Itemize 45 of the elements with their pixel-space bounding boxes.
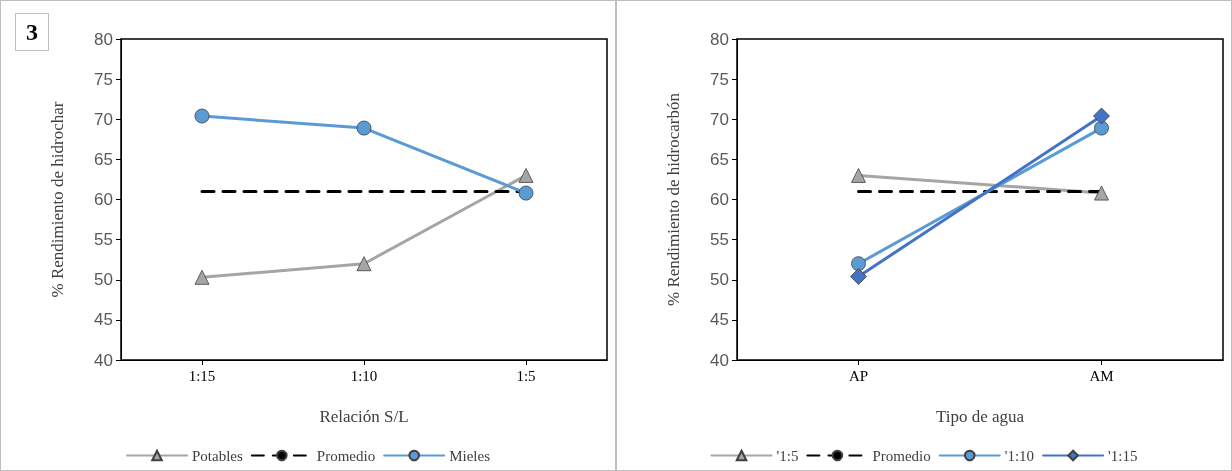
point	[1093, 107, 1110, 125]
legend-label: Mieles	[449, 447, 491, 464]
legend-label: '1:15	[1108, 447, 1138, 464]
legend-label: '1:5	[776, 447, 799, 464]
x-tick-label: AM	[1089, 367, 1114, 384]
point	[194, 269, 210, 285]
y-axis-title: % Rendimiento de hidrochar	[48, 101, 67, 298]
y-tick-label: 75	[710, 69, 729, 89]
point	[851, 256, 866, 272]
y-tick-label: 45	[94, 310, 113, 330]
x-tick-label: 1:15	[188, 367, 216, 384]
text: 3	[26, 19, 38, 45]
y-tick-label: 60	[710, 190, 729, 209]
y-tick-label: 80	[94, 29, 113, 49]
y-tick-label: 55	[94, 230, 113, 250]
legend-label: Potables	[192, 447, 243, 464]
point	[194, 108, 210, 124]
x-tick-label: 1:5	[516, 367, 536, 384]
x-tick-label: 1:10	[350, 367, 378, 384]
y-tick-label: 70	[94, 109, 113, 129]
y-tick-label: 60	[94, 190, 113, 209]
point	[850, 268, 867, 285]
x-axis-title: Relación S/L	[319, 407, 409, 426]
x-tick-label: AP	[848, 367, 869, 384]
y-tick-label: 40	[710, 350, 729, 370]
point	[518, 185, 534, 201]
y-tick-label: 45	[710, 310, 729, 330]
y-tick-label: 65	[710, 149, 729, 169]
y-tick-label: 40	[94, 350, 113, 370]
point	[356, 120, 372, 136]
legend-label: Promedio	[316, 447, 376, 464]
point	[356, 256, 372, 272]
y-tick-label: 70	[710, 109, 729, 129]
y-tick-label: 75	[94, 69, 113, 89]
y-tick-label: 50	[710, 270, 729, 290]
x-axis-title: Tipo de agua	[935, 407, 1025, 426]
y-tick-label: 55	[710, 230, 729, 250]
y-tick-label: 65	[94, 149, 113, 169]
point	[518, 168, 534, 183]
point	[1094, 120, 1109, 136]
legend-label: '1:10	[1004, 447, 1035, 464]
y-tick-label: 50	[94, 270, 113, 290]
y-axis-title: % Rendimiento de hidrocarbón	[664, 92, 683, 306]
y-tick-label: 80	[710, 29, 729, 49]
legend-label: Promedio	[872, 447, 931, 464]
